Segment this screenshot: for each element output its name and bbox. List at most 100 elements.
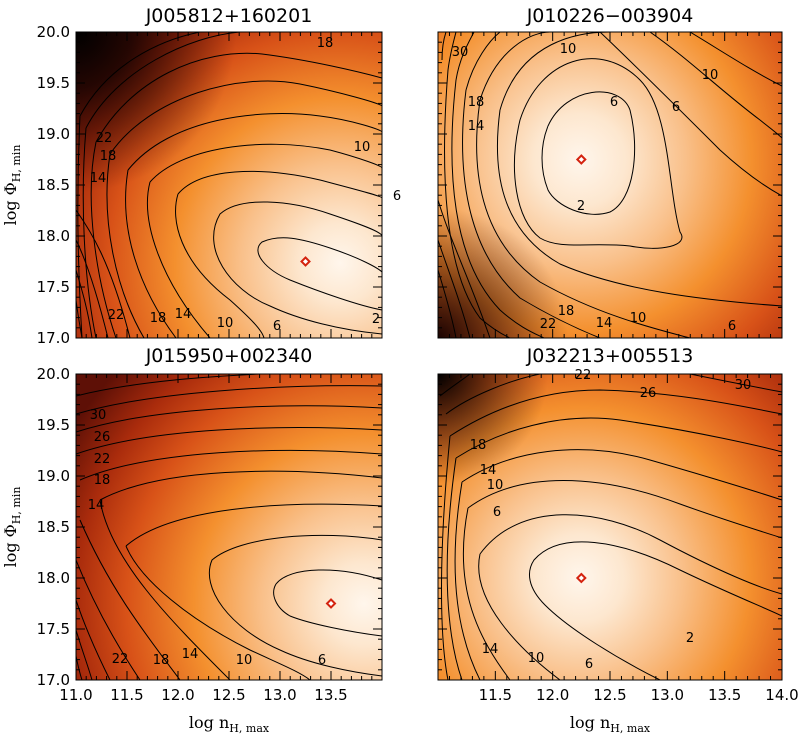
contour-labels: 2 6 10 14 18 22 14 18 22 10 6 18 <box>90 36 401 334</box>
x-tick-label: 12.0 <box>536 686 569 704</box>
contour-label: 22 <box>108 308 125 323</box>
contour-label: 10 <box>528 651 545 666</box>
contour-label: 6 <box>728 319 736 334</box>
y-tick-label: 20.0 <box>37 23 70 41</box>
contour-label: 10 <box>217 316 234 331</box>
y-tick-label: 17.0 <box>37 329 70 347</box>
contour-label: 14 <box>90 171 107 186</box>
x-tick-label: 12.0 <box>161 686 194 704</box>
y-tick-label: 19.0 <box>37 467 70 485</box>
contour-label: 18 <box>317 36 334 51</box>
contour-label: 18 <box>94 473 111 488</box>
contour-label: 10 <box>236 653 253 668</box>
x-tick-label: 13.5 <box>314 686 347 704</box>
contour-label: 6 <box>393 189 401 204</box>
contour-label: 22 <box>540 317 557 332</box>
y-tick-label: 17.0 <box>37 671 70 689</box>
y-axis-label: log ΦH, min <box>1 487 23 568</box>
contour-label: 2 <box>372 312 380 327</box>
x-axis: 11.5 12.0 12.5 13.0 13.5 14.0 <box>479 686 799 704</box>
contour-label: 18 <box>470 438 487 453</box>
contour-label: 10 <box>560 42 577 57</box>
x-tick-label: 12.5 <box>593 686 626 704</box>
x-tick-label: 11.0 <box>59 686 92 704</box>
contour-label: 10 <box>630 311 647 326</box>
y-axis: 17.0 17.5 18.0 18.5 19.0 19.5 20.0 <box>37 23 383 347</box>
x-tick-label: 13.0 <box>263 686 296 704</box>
contour-label: 18 <box>153 653 170 668</box>
x-tick-label: 11.5 <box>110 686 143 704</box>
contour-label: 14 <box>182 647 199 662</box>
panel-title: J010226−003904 <box>526 5 694 27</box>
y-tick-label: 17.5 <box>37 278 70 296</box>
best-fit-diamond <box>575 154 587 165</box>
y-tick-label: 19.5 <box>37 416 70 434</box>
x-tick-label: 12.5 <box>212 686 245 704</box>
contour-label: 14 <box>175 307 192 322</box>
y-axis: 17.0 17.5 18.0 18.5 19.0 19.5 20.0 <box>37 365 383 689</box>
contour-field <box>438 32 782 338</box>
contour-label: 18 <box>150 311 167 326</box>
y-tick-label: 19.0 <box>37 125 70 143</box>
y-tick-label: 17.5 <box>37 620 70 638</box>
best-fit-marker <box>575 572 587 584</box>
best-fit-diamond <box>575 572 587 584</box>
contour-label: 14 <box>482 642 499 657</box>
contour-label: 22 <box>112 652 129 667</box>
contour-label: 30 <box>735 378 752 393</box>
contour-label: 14 <box>88 498 105 513</box>
panel-2: J010226−003904 <box>437 5 783 339</box>
contour-field <box>438 374 782 680</box>
contour-label: 6 <box>610 95 618 110</box>
best-fit-marker <box>575 154 587 165</box>
contour-label: 18 <box>558 304 575 319</box>
x-tick-label: 13.5 <box>708 686 741 704</box>
y-tick-label: 20.0 <box>37 365 70 383</box>
panel-3: J015950+002340 <box>1 345 383 735</box>
x-tick-marks <box>437 32 783 338</box>
contour-labels: 30 26 22 18 14 6 10 14 18 22 <box>88 408 326 668</box>
contour-label: 2 <box>577 199 585 214</box>
best-fit-diamond <box>300 256 311 267</box>
contour-label: 26 <box>640 386 657 401</box>
contour-label: 30 <box>90 408 107 423</box>
contour-label: 30 <box>452 45 469 60</box>
x-tick-marks <box>75 32 383 338</box>
contour-lines <box>76 374 382 680</box>
contour-label: 14 <box>480 463 497 478</box>
x-tick-label: 11.5 <box>479 686 512 704</box>
contour-labels: 2 6 10 14 18 22 30 10 6 14 18 10 6 <box>452 42 736 334</box>
contour-label: 14 <box>596 316 613 331</box>
panel-4: J032213+005513 30 2 <box>437 345 799 735</box>
y-tick-label: 19.5 <box>37 74 70 92</box>
y-tick-label: 18.0 <box>37 569 70 587</box>
y-tick-label: 18.0 <box>37 227 70 245</box>
contour-label: 14 <box>468 119 485 134</box>
contour-field <box>76 374 382 680</box>
y-tick-label: 18.5 <box>37 518 70 536</box>
contour-label: 22 <box>94 452 111 467</box>
panel-title: J015950+002340 <box>145 345 313 367</box>
contour-label: 10 <box>354 140 371 155</box>
contour-label: 10 <box>702 68 719 83</box>
panel-1: J005812+160201 <box>1 5 401 347</box>
contour-label: 26 <box>94 430 111 445</box>
contour-label: 6 <box>318 653 326 668</box>
panel-title: J005812+160201 <box>145 5 313 27</box>
y-tick-label: 18.5 <box>37 176 70 194</box>
contour-label: 6 <box>273 319 281 334</box>
x-tick-label: 14.0 <box>765 686 798 704</box>
best-fit-diamond <box>325 598 337 609</box>
contour-field <box>76 32 382 338</box>
contour-label: 22 <box>96 131 113 146</box>
contour-label: 22 <box>575 368 592 383</box>
x-axis-label: log nH, max <box>189 713 270 735</box>
contour-labels: 30 26 22 18 14 10 6 2 6 10 14 <box>470 368 752 672</box>
contour-label: 6 <box>585 657 593 672</box>
y-axis <box>437 373 783 681</box>
x-tick-marks <box>437 374 783 680</box>
best-fit-marker <box>300 256 311 267</box>
contour-label: 2 <box>686 631 694 646</box>
x-axis-label: log nH, max <box>570 713 651 735</box>
contour-label: 6 <box>672 100 680 115</box>
